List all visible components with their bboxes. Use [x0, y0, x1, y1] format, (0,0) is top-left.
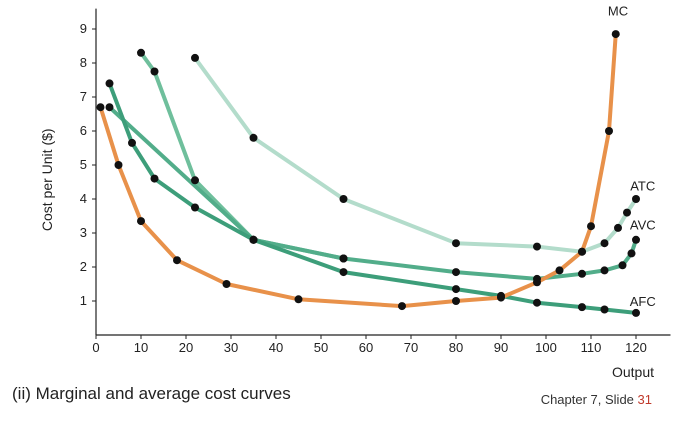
data-point-atc: [632, 195, 640, 203]
data-point-afc: [339, 268, 348, 277]
y-axis-title: Cost per Unit ($): [39, 128, 55, 231]
figure-caption: (ii) Marginal and average cost curves: [12, 384, 291, 403]
x-axis-title: Output: [612, 364, 654, 380]
data-point-afc: [150, 174, 159, 183]
series-line-avc: [107, 105, 638, 281]
slide-reference-prefix: Chapter 7, Slide: [540, 392, 638, 407]
x-tick-label: 0: [92, 340, 99, 355]
data-point-afc: [128, 138, 136, 147]
series-line-atc: [193, 55, 638, 254]
data-point-atc: [191, 53, 199, 62]
curve-labels: MC ATC AVC AFC: [608, 3, 656, 309]
data-point-mc: [533, 278, 541, 287]
cost-curves-chart: 0 10 20 30 40 50 60 70 80 90 100 110 120 1 2 3 4 5 6 7 8 9 Cos…: [39, 3, 671, 380]
data-point-afc: [600, 305, 609, 314]
x-tick-label: 50: [314, 340, 328, 355]
data-point-atc: [614, 223, 622, 232]
data-point-afc: [452, 285, 460, 294]
curve-label-atc: ATC: [630, 179, 655, 194]
x-tick-label: 10: [134, 340, 148, 355]
data-point-avc: [339, 254, 348, 263]
data-point-branch: [137, 48, 145, 57]
y-tick-label: 3: [80, 225, 87, 240]
data-point-mc: [114, 161, 123, 169]
data-point-atc: [533, 242, 541, 251]
data-point-atc: [249, 133, 258, 142]
y-tick-label: 9: [80, 21, 87, 36]
data-point-atc: [452, 239, 460, 248]
data-point-afc: [105, 79, 114, 88]
x-tick-label: 40: [269, 340, 283, 355]
y-tick-label: 2: [80, 259, 87, 274]
data-point-avc: [600, 266, 609, 275]
data-point-avc: [578, 269, 586, 278]
data-point-mc: [96, 103, 105, 112]
data-point-atc: [339, 195, 348, 203]
data-point-mc: [452, 297, 460, 305]
y-tick-label: 5: [80, 157, 87, 172]
axes: 0 10 20 30 40 50 60 70 80 90 100 110 120 1 2 3 4 5 6 7 8 9 Cos…: [39, 8, 671, 380]
data-point-branch: [150, 67, 159, 76]
data-point-branch: [191, 176, 199, 185]
y-tick-label: 4: [80, 191, 87, 206]
curve-label-afc: AFC: [630, 294, 656, 309]
slide-number: 31: [637, 392, 652, 407]
data-point-mc: [555, 266, 564, 275]
data-point-mc: [497, 293, 505, 302]
data-point-avc: [618, 261, 627, 270]
x-tick-label: 110: [581, 340, 602, 355]
y-tick-label: 7: [80, 89, 87, 104]
data-point-mc: [222, 280, 231, 288]
data-point-mc: [173, 256, 181, 265]
y-tick-label: 1: [80, 293, 87, 308]
x-tick-label: 60: [359, 340, 373, 355]
x-tick-label: 70: [404, 340, 418, 355]
data-point-avc: [627, 249, 636, 258]
data-point-mc: [578, 247, 586, 256]
data-point-afc: [191, 203, 199, 212]
y-tick-label: 6: [80, 123, 87, 138]
data-point-avc: [632, 235, 640, 244]
x-tick-label: 90: [494, 340, 508, 355]
curve-label-avc: AVC: [630, 218, 656, 233]
series-points: [96, 30, 640, 317]
data-point-afc: [533, 298, 541, 307]
data-point-afc: [578, 303, 586, 312]
data-point-afc: [249, 235, 258, 244]
y-tick-label: 8: [80, 55, 87, 70]
data-point-mc: [137, 217, 145, 226]
x-tick-label: 30: [224, 340, 238, 355]
data-point-afc: [632, 308, 640, 317]
data-point-avc: [105, 103, 114, 112]
data-point-atc: [600, 239, 609, 248]
data-point-avc: [452, 268, 460, 277]
x-tick-label: 20: [179, 340, 193, 355]
data-point-mc: [611, 30, 620, 39]
data-point-mc: [587, 222, 595, 231]
curve-label-mc: MC: [608, 3, 628, 18]
data-point-mc: [294, 295, 303, 304]
data-point-mc: [605, 127, 613, 135]
data-point-mc: [398, 302, 406, 311]
x-tick-label: 120: [625, 340, 647, 355]
slide-reference: Chapter 7, Slide 31: [541, 392, 652, 407]
x-tick-label: 80: [449, 340, 463, 355]
data-point-atc: [623, 208, 631, 217]
x-tick-label: 100: [535, 340, 557, 355]
